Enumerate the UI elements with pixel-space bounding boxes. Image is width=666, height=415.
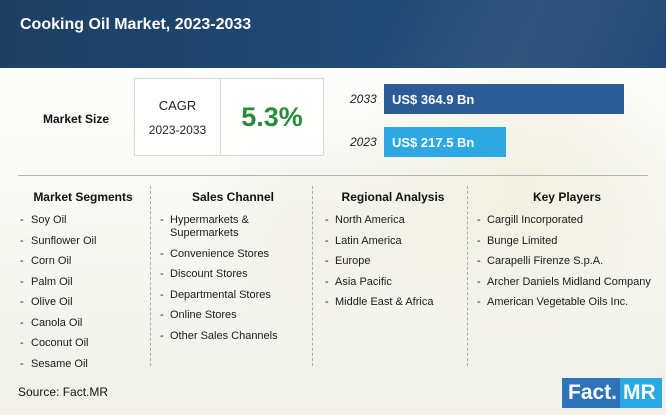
segment-list: Soy Oil Sunflower Oil Corn Oil Palm Oil … bbox=[20, 214, 146, 371]
list-item: Latin America bbox=[325, 235, 461, 248]
header-banner: Cooking Oil Market, 2023-2033 bbox=[0, 0, 666, 68]
column-regional-analysis: Regional Analysis North America Latin Am… bbox=[325, 190, 461, 317]
cagr-box: CAGR 2023-2033 5.3% bbox=[134, 78, 324, 156]
bar-2033: US$ 364.9 Bn bbox=[384, 84, 624, 114]
column-sales-channel: Sales Channel Hypermarkets & Supermarket… bbox=[160, 190, 306, 350]
list-item: Palm Oil bbox=[20, 276, 146, 289]
source-note: Source: Fact.MR bbox=[18, 385, 109, 399]
column-divider bbox=[312, 186, 313, 366]
bar-year-2023: 2023 bbox=[350, 135, 377, 149]
list-item: Other Sales Channels bbox=[160, 330, 306, 343]
logo-part-fact: Fact. bbox=[562, 378, 621, 408]
cagr-value-cell: 5.3% bbox=[221, 79, 323, 155]
list-item: Bunge Limited bbox=[477, 235, 657, 248]
header-decoration bbox=[347, 0, 666, 68]
list-item: Cargill Incorporated bbox=[477, 214, 657, 227]
bar-year-2033: 2033 bbox=[350, 92, 377, 106]
list-item: Sesame Oil bbox=[20, 358, 146, 371]
page-title: Cooking Oil Market, 2023-2033 bbox=[20, 16, 252, 33]
column-title: Market Segments bbox=[33, 190, 133, 204]
bar-2023-value: US$ 217.5 Bn bbox=[392, 134, 475, 150]
logo-part-mr: MR bbox=[620, 378, 662, 408]
list-item: Convenience Stores bbox=[160, 248, 306, 261]
list-item: American Vegetable Oils Inc. bbox=[477, 296, 657, 309]
list-item: Canola Oil bbox=[20, 317, 146, 330]
list-item: Discount Stores bbox=[160, 268, 306, 281]
list-item: Carapelli Firenze S.p.A. bbox=[477, 255, 657, 268]
cagr-label-cell: CAGR 2023-2033 bbox=[135, 79, 221, 155]
list-item: Archer Daniels Midland Company bbox=[477, 276, 657, 289]
list-item: Corn Oil bbox=[20, 255, 146, 268]
factmr-logo: Fact. MR bbox=[562, 378, 662, 408]
column-title: Key Players bbox=[532, 190, 602, 204]
column-title: Regional Analysis bbox=[341, 190, 445, 204]
list-item: Soy Oil bbox=[20, 214, 146, 227]
bar-2023: US$ 217.5 Bn bbox=[384, 127, 506, 157]
list-item: Sunflower Oil bbox=[20, 235, 146, 248]
bar-2033-value: US$ 364.9 Bn bbox=[392, 91, 475, 107]
section-divider bbox=[18, 175, 648, 176]
column-key-players: Key Players Cargill Incorporated Bunge L… bbox=[477, 190, 657, 317]
column-market-segments: Market Segments Soy Oil Sunflower Oil Co… bbox=[20, 190, 146, 378]
list-item: Coconut Oil bbox=[20, 337, 146, 350]
list-item: North America bbox=[325, 214, 461, 227]
column-divider bbox=[467, 186, 468, 366]
list-item: Hypermarkets & Supermarkets bbox=[160, 214, 306, 240]
column-divider bbox=[150, 186, 151, 366]
cagr-period: 2023-2033 bbox=[148, 122, 207, 137]
player-list: Cargill Incorporated Bunge Limited Carap… bbox=[477, 214, 657, 309]
list-item: Online Stores bbox=[160, 309, 306, 322]
cagr-value: 5.3% bbox=[241, 101, 303, 132]
list-item: Europe bbox=[325, 255, 461, 268]
list-item: Asia Pacific bbox=[325, 276, 461, 289]
market-size-label: Market Size bbox=[43, 112, 110, 126]
region-list: North America Latin America Europe Asia … bbox=[325, 214, 461, 309]
column-title: Sales Channel bbox=[191, 190, 275, 204]
list-item: Departmental Stores bbox=[160, 289, 306, 302]
list-item: Olive Oil bbox=[20, 296, 146, 309]
channel-list: Hypermarkets & Supermarkets Convenience … bbox=[160, 214, 306, 343]
list-item: Middle East & Africa bbox=[325, 296, 461, 309]
cagr-title: CAGR bbox=[158, 97, 197, 113]
